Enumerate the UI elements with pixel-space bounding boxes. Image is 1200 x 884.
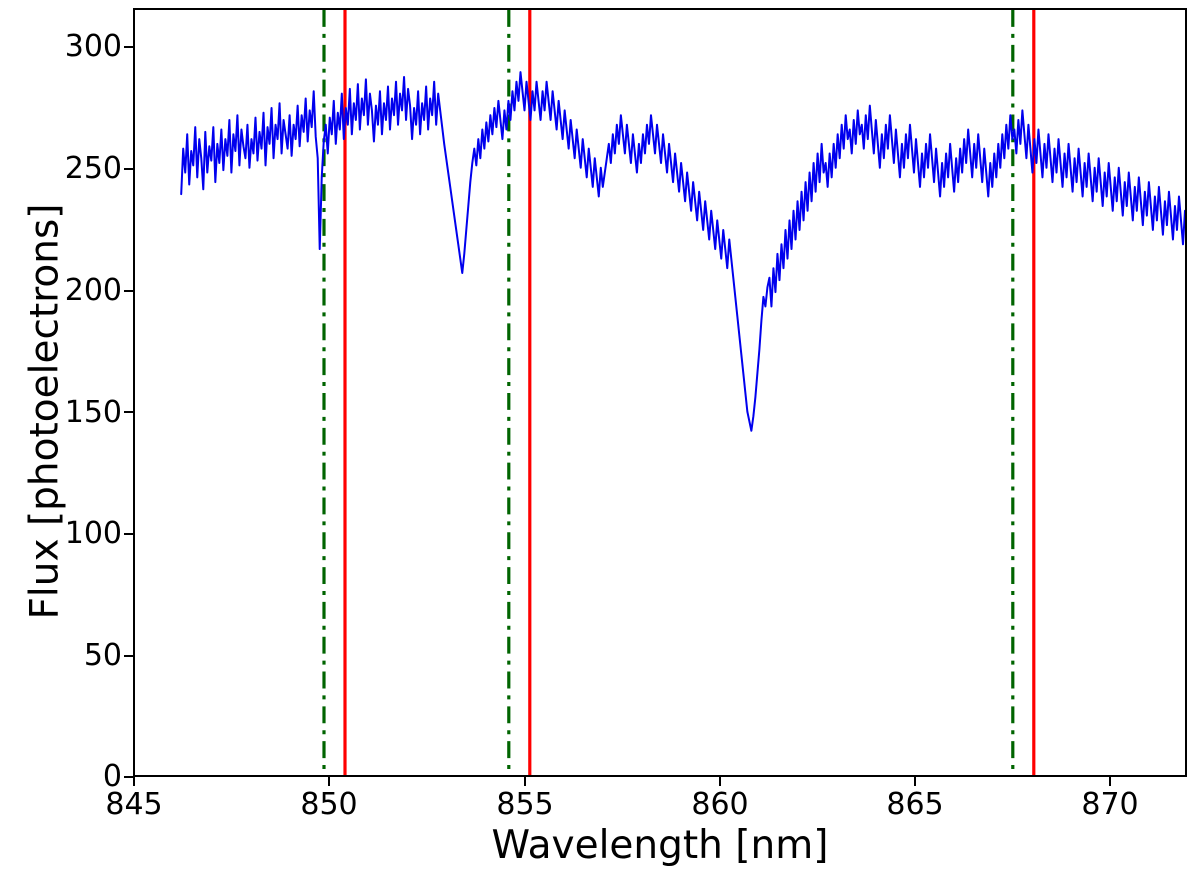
y-tick-label: 50 [83,638,122,673]
y-tick-label: 150 [64,395,122,430]
y-axis-label: Flux [photoelectrons] [22,203,68,620]
x-tick-mark [914,777,917,786]
y-tick-mark [124,46,133,49]
spectrum-canvas [135,10,1185,775]
y-tick-mark [124,533,133,536]
y-tick-label: 100 [64,516,122,551]
x-axis-label: Wavelength [nm] [491,823,829,868]
x-tick-label: 855 [496,787,554,822]
plot-area [133,8,1187,777]
x-tick-mark [328,777,331,786]
x-tick-mark [133,777,136,786]
x-tick-label: 865 [886,787,944,822]
y-tick-mark [124,168,133,171]
x-tick-mark [719,777,722,786]
y-tick-mark [124,411,133,414]
y-tick-label: 250 [64,151,122,186]
y-tick-mark [124,290,133,293]
x-tick-mark [524,777,527,786]
spectrum-line [181,72,1185,662]
x-tick-mark [1109,777,1112,786]
y-tick-label: 300 [64,29,122,64]
x-tick-label: 860 [691,787,749,822]
y-tick-label: 0 [102,759,122,794]
y-tick-label: 200 [64,273,122,308]
x-tick-label: 850 [300,787,358,822]
x-tick-label: 845 [105,787,163,822]
y-tick-mark [124,655,133,658]
y-tick-mark [124,776,133,779]
x-tick-label: 870 [1081,787,1139,822]
